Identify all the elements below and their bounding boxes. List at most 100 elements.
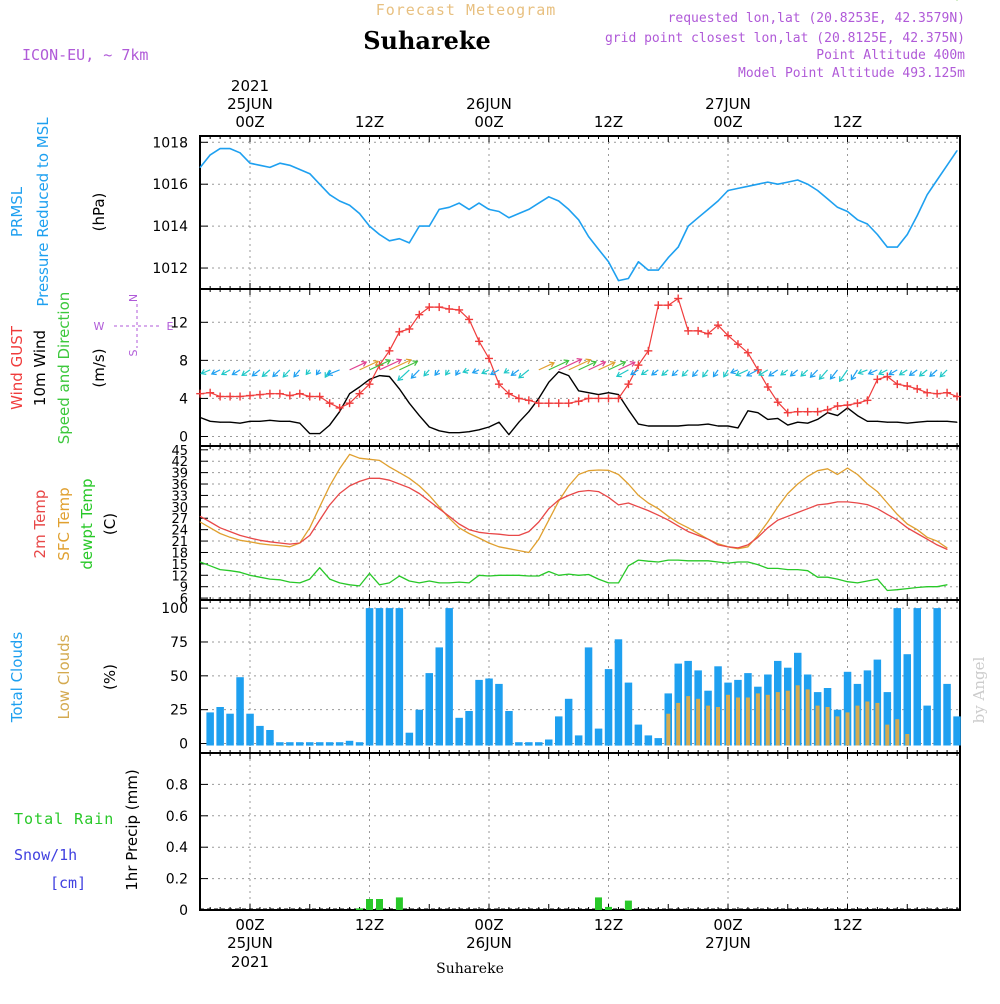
y-tick-label: 12 [170, 315, 188, 331]
arrow-head [445, 369, 451, 376]
pressure-point [926, 194, 928, 196]
wind-direction-arrow [588, 360, 607, 371]
product-title: Forecast Meteogram [376, 1, 557, 19]
total-cloud-bar [953, 716, 961, 746]
wind-direction-arrow [578, 360, 598, 371]
pressure-point [946, 164, 948, 166]
gust-marker [295, 389, 304, 398]
wind-point [558, 371, 560, 373]
wind-direction-arrow [282, 369, 291, 378]
wind-direction-arrow [538, 361, 556, 371]
total-cloud-bar [654, 738, 662, 746]
pressure-point [747, 185, 749, 187]
total-cloud-bar [535, 742, 543, 746]
wind-direction-arrow [712, 369, 719, 378]
low-cloud-bar [835, 716, 840, 746]
surface-temp-line [199, 453, 948, 554]
gust-marker [335, 403, 344, 412]
pressure-point [488, 208, 490, 210]
total-cloud-bar [335, 742, 344, 746]
surface-temp-point [687, 527, 689, 529]
model-label: ICON-EU, ~ 7km [22, 46, 148, 64]
rain-legend-label: Total Rain [14, 810, 114, 828]
gust-marker [664, 301, 673, 310]
dewpoint-point [777, 567, 779, 569]
gust-marker [644, 346, 653, 355]
pressure-point [209, 154, 211, 156]
temp-2m-point [538, 521, 540, 523]
pressure-point [329, 194, 331, 196]
pressure-series-line [199, 147, 958, 282]
gust-marker [305, 392, 314, 401]
surface-temp-point [458, 527, 460, 529]
gust-marker [704, 329, 713, 338]
arrow-shaft [730, 369, 739, 374]
total-cloud-bar [714, 666, 722, 746]
dewpoint-point [936, 586, 938, 588]
arrow-shaft [858, 369, 868, 374]
arrow-shaft [746, 369, 759, 377]
dewpoint-point [837, 578, 839, 580]
arrow-shaft [349, 361, 367, 371]
arrow-head [591, 360, 598, 367]
compass-w-label: W [94, 320, 105, 333]
total-cloud-bar [296, 742, 304, 746]
temp-2m-point [697, 534, 699, 536]
dewpoint-point [239, 571, 241, 573]
arrow-head [397, 375, 404, 382]
pressure-point [617, 280, 620, 282]
gust-marker [903, 382, 912, 391]
surface-temp-point [667, 515, 669, 517]
surface-temp-point [199, 521, 201, 523]
pressure-label-2: Pressure Reduced to MSL [34, 117, 52, 307]
gust-marker [355, 389, 364, 398]
arrow-head [261, 371, 268, 378]
surface-temp-point [528, 551, 530, 553]
rain-bar [395, 897, 403, 910]
pressure-point [886, 246, 888, 248]
temp-2m-point [847, 501, 848, 503]
gust-marker [913, 384, 922, 393]
y-tick-label: 0.8 [166, 777, 188, 793]
pressure-point [358, 212, 361, 215]
total-cloud-bar [206, 712, 214, 746]
gust-marker [733, 340, 742, 349]
arrow-shaft [780, 369, 789, 376]
compass-s-label: S [127, 349, 140, 356]
wind-point [319, 433, 321, 435]
arrow-head [272, 371, 279, 378]
pressure-point [319, 183, 321, 185]
surface-temp-point [249, 541, 251, 543]
gust-marker [793, 407, 802, 416]
surface-temp-point [538, 538, 540, 540]
total-clouds-axis-label: Total Clouds [8, 632, 26, 724]
surface-temp-point [349, 453, 351, 455]
pressure-point [906, 233, 908, 236]
wind-direction-arrow [723, 369, 729, 378]
top-hour-label: 00Z [235, 113, 264, 131]
wind-direction-arrow [681, 369, 689, 377]
wind-point [369, 378, 370, 380]
surface-temp-point [787, 493, 789, 495]
pressure-point [538, 202, 540, 204]
temp-2m-point [588, 489, 590, 491]
wind-point [856, 415, 858, 417]
gust-marker [465, 315, 474, 324]
surface-temp-point [737, 548, 739, 550]
surface-temp-point [598, 469, 600, 471]
temp-2m-point [807, 508, 809, 510]
arrow-shaft [661, 369, 669, 376]
y-tick-label: 75 [170, 635, 188, 651]
pressure-point [916, 215, 918, 217]
low-cloud-bar [676, 702, 681, 746]
temp-2m-point [498, 533, 500, 535]
dewpoint-point [598, 578, 600, 580]
arrow-head [850, 374, 857, 381]
dewpoint-point [608, 582, 609, 584]
wind-direction-arrow [548, 359, 570, 371]
surface-temp-point [398, 472, 400, 474]
arrow-shaft [702, 369, 709, 378]
low-cloud-bar [686, 696, 691, 746]
arrow-head [630, 369, 636, 376]
surface-temp-point [488, 542, 490, 544]
